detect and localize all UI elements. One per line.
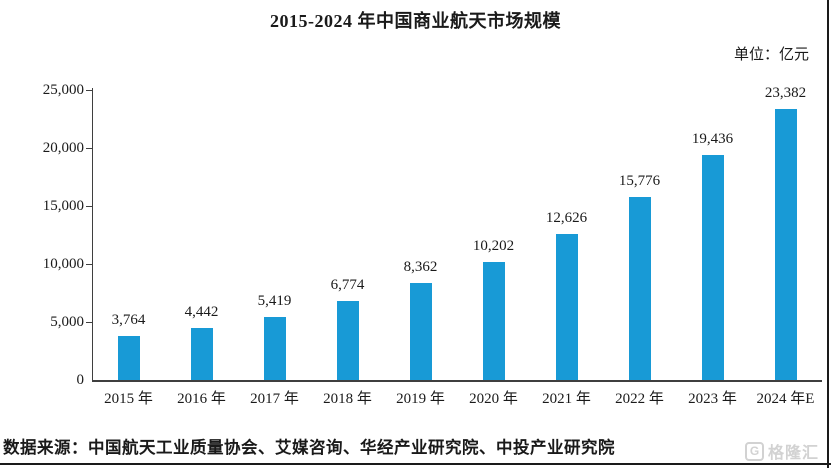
y-axis-line — [92, 88, 93, 380]
page-border-right — [827, 0, 829, 468]
x-tick-label: 2015 年 — [104, 391, 153, 407]
bar — [482, 262, 505, 380]
bar — [190, 328, 213, 380]
gelonghui-logo-icon: G — [744, 441, 764, 461]
x-tick-label: 2024 年E — [756, 391, 815, 407]
y-tick-label: 0 — [76, 372, 85, 388]
bar-value-label: 15,776 — [618, 173, 661, 189]
x-tick-label: 2021 年 — [542, 391, 591, 407]
y-tick-mark — [86, 206, 92, 207]
bar-value-label: 3,764 — [111, 312, 146, 328]
bar-value-label: 19,436 — [691, 131, 734, 147]
bar-value-label: 12,626 — [545, 210, 588, 226]
bar-value-label: 6,774 — [330, 277, 365, 293]
bar-value-label: 10,202 — [472, 238, 515, 254]
chart-title: 2015-2024 年中国商业航天市场规模 — [270, 11, 561, 31]
x-tick-label: 2023 年 — [688, 391, 737, 407]
page-border-bottom — [0, 463, 831, 465]
x-tick-label: 2016 年 — [177, 391, 226, 407]
bar — [774, 109, 797, 380]
unit-label: 单位：亿元 — [733, 47, 809, 63]
y-tick-mark — [86, 264, 92, 265]
y-tick-mark — [86, 322, 92, 323]
x-axis-line — [92, 380, 822, 382]
y-tick-label: 10,000 — [42, 256, 84, 272]
bar — [628, 197, 651, 380]
bar — [555, 234, 578, 380]
bar — [409, 283, 432, 380]
bar-value-label: 23,382 — [764, 85, 807, 101]
y-tick-mark — [86, 90, 92, 91]
x-tick-label: 2022 年 — [615, 391, 664, 407]
x-tick-label: 2018 年 — [323, 391, 372, 407]
y-tick-label: 25,000 — [42, 82, 84, 98]
bar-value-label: 8,362 — [403, 259, 438, 275]
bar — [336, 301, 359, 380]
y-tick-label: 15,000 — [42, 198, 84, 214]
bar — [701, 155, 724, 380]
bar-value-label: 5,419 — [257, 293, 292, 309]
bar — [117, 336, 140, 380]
y-tick-label: 20,000 — [42, 140, 84, 156]
y-tick-label: 5,000 — [50, 314, 84, 330]
x-tick-label: 2017 年 — [250, 391, 299, 407]
watermark: G 格隆汇 — [744, 439, 819, 463]
watermark-text: 格隆汇 — [767, 445, 819, 462]
source-note: 数据来源：中国航天工业质量协会、艾媒咨询、华经产业研究院、中投产业研究院 — [3, 438, 615, 457]
y-tick-mark — [86, 148, 92, 149]
bar-value-label: 4,442 — [184, 304, 219, 320]
x-tick-label: 2020 年 — [469, 391, 518, 407]
x-tick-label: 2019 年 — [396, 391, 445, 407]
bar — [263, 317, 286, 380]
